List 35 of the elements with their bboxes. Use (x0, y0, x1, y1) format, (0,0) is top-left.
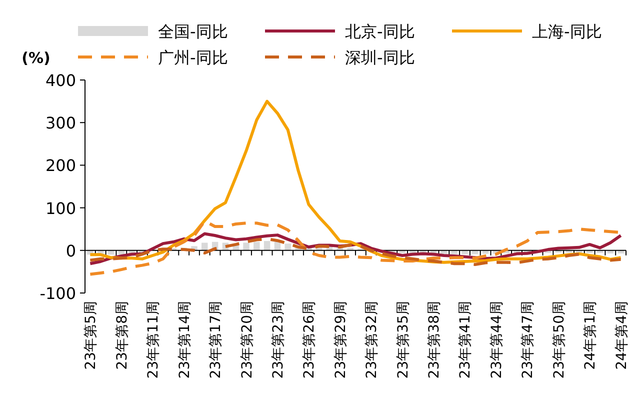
x-tick-label: 23年第5周 (83, 301, 100, 370)
x-tick-label: 23年第17周 (208, 301, 224, 379)
bar (254, 242, 260, 250)
y-tick-label: 200 (45, 156, 76, 176)
x-tick-label: 24年第4周 (614, 301, 630, 370)
y-tick-label: -100 (40, 284, 76, 303)
x-tick-label: 23年第32周 (364, 301, 380, 379)
x-tick-label: 23年第44周 (488, 301, 505, 379)
x-tick-label: 23年第35周 (395, 301, 412, 379)
x-tick-label: 23年第26周 (302, 301, 318, 379)
legend-label: 全国-同比 (158, 22, 228, 41)
x-tick-label: 23年第41周 (458, 301, 474, 379)
x-tick-label: 23年第38周 (426, 301, 443, 379)
legend-label: 深圳-同比 (345, 48, 415, 67)
legend-label: 北京-同比 (345, 22, 415, 41)
legend-label: 上海-同比 (532, 22, 602, 41)
y-axis-title: (%) (22, 49, 50, 67)
x-tick-label: 24年第1周 (582, 301, 599, 370)
x-tick-label: 23年第23周 (270, 301, 286, 379)
x-tick-label: 23年第20周 (239, 301, 256, 379)
y-tick-label: 0 (66, 241, 76, 260)
bar (284, 244, 291, 250)
bar (202, 242, 208, 250)
bar (243, 242, 250, 250)
x-tick-label: 23年第11周 (146, 301, 162, 379)
y-tick-label: 300 (45, 114, 76, 133)
y-tick-label: 400 (45, 71, 76, 90)
bar (264, 241, 270, 250)
x-tick-label: 23年第14周 (176, 301, 193, 379)
x-tick-label: 23年第29周 (332, 301, 349, 379)
y-tick-label: 100 (45, 198, 76, 218)
legend-label: 广州-同比 (158, 48, 228, 67)
x-tick-label: 23年第47周 (520, 301, 536, 379)
x-tick-label: 23年第8周 (114, 301, 130, 370)
x-tick-label: 23年第50周 (551, 301, 568, 379)
